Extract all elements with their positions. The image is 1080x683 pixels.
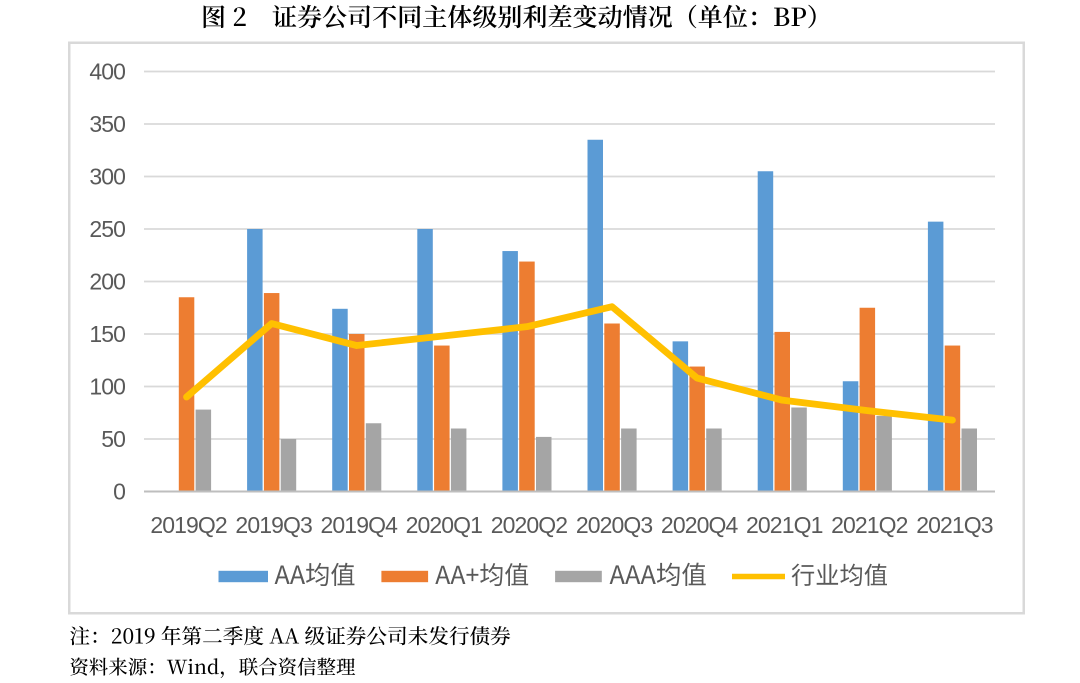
svg-text:250: 250	[89, 216, 125, 242]
svg-text:2021Q2: 2021Q2	[831, 512, 908, 538]
svg-text:2020Q3: 2020Q3	[576, 512, 653, 538]
svg-text:2020Q1: 2020Q1	[406, 512, 483, 538]
svg-text:2019Q4: 2019Q4	[321, 512, 399, 538]
svg-text:2019Q3: 2019Q3	[235, 512, 312, 538]
svg-text:2020Q4: 2020Q4	[661, 512, 739, 538]
svg-text:400: 400	[89, 59, 125, 85]
svg-text:2019Q2: 2019Q2	[150, 512, 227, 538]
svg-text:150: 150	[89, 321, 125, 347]
svg-text:50: 50	[101, 426, 125, 452]
svg-text:2021Q1: 2021Q1	[746, 512, 823, 538]
svg-text:300: 300	[89, 164, 125, 190]
svg-text:350: 350	[89, 111, 125, 137]
svg-text:0: 0	[113, 479, 125, 505]
svg-text:2020Q2: 2020Q2	[491, 512, 568, 538]
svg-text:100: 100	[89, 374, 125, 400]
svg-text:200: 200	[89, 269, 125, 295]
svg-text:2021Q3: 2021Q3	[916, 512, 993, 538]
